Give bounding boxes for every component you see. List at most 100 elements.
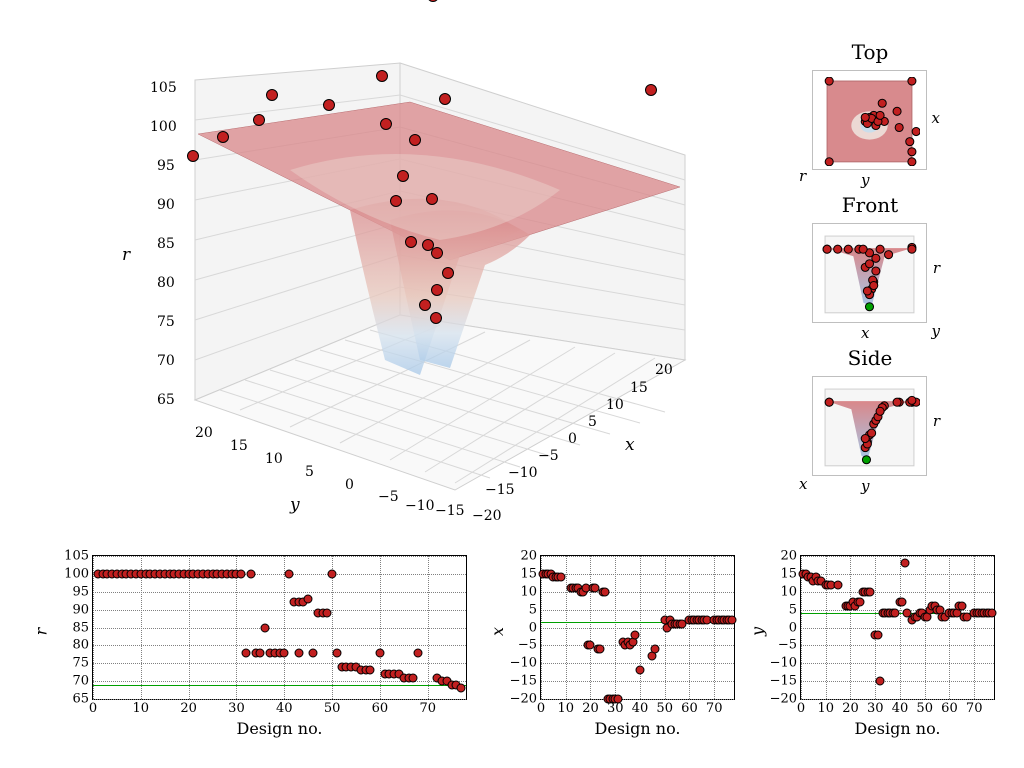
mini-marker — [908, 245, 916, 253]
mini-marker — [825, 77, 833, 85]
mini-front-title: Front — [800, 193, 940, 217]
surface-sample-marker — [380, 118, 392, 130]
mini-marker — [908, 148, 916, 156]
xtick: 50 — [916, 699, 933, 716]
mini-marker — [872, 267, 880, 275]
scatter-marker — [556, 573, 565, 582]
surface-sample-marker — [390, 195, 402, 207]
mini-marker — [876, 407, 884, 415]
xtick: 10 — [817, 699, 834, 716]
scatter-marker — [635, 666, 644, 675]
y-tick: 20 — [195, 425, 213, 441]
mini-side-y-label: y — [861, 477, 869, 495]
ytick: −10 — [770, 656, 801, 671]
x-panel-ylabel: x — [488, 627, 507, 636]
surface-sample-marker — [187, 150, 199, 162]
scatter-marker — [304, 594, 313, 603]
x-tick: 5 — [588, 414, 597, 430]
ytick: −5 — [778, 638, 801, 653]
y-tick: 15 — [230, 438, 248, 454]
scatter-marker — [873, 630, 882, 639]
xtick: 30 — [228, 699, 245, 716]
mini-marker — [893, 107, 901, 115]
x-tick: 15 — [630, 380, 648, 396]
scatter-marker — [650, 644, 659, 653]
surface-sample-marker — [439, 93, 451, 105]
surface-sample-marker — [422, 239, 434, 251]
mini-top-r-label: r — [799, 167, 806, 185]
ytick: 20 — [520, 549, 541, 564]
surface-sample-marker — [431, 284, 443, 296]
surface-sample-marker — [266, 89, 278, 101]
scatter-marker — [876, 677, 885, 686]
xtick: 70 — [706, 699, 723, 716]
scatter-marker — [727, 616, 736, 625]
scatter-marker — [246, 569, 255, 578]
panel-y-vs-design: y Design no. −20−15−10−50510152001020304… — [800, 555, 995, 700]
mini-marker — [861, 435, 869, 443]
ytick: 80 — [72, 638, 93, 653]
x-tick: 10 — [606, 397, 624, 413]
surface-sample-marker — [405, 236, 417, 248]
ytick: 15 — [520, 566, 541, 581]
mini-marker — [885, 251, 893, 259]
ytick: 5 — [529, 602, 541, 617]
mini-marker — [825, 158, 833, 166]
ytick: 75 — [72, 656, 93, 671]
r-panel-xlabel: Design no. — [237, 719, 323, 738]
x-tick: −10 — [508, 465, 538, 481]
mini-marker — [865, 303, 873, 311]
mini-marker — [878, 99, 886, 107]
scatter-marker — [323, 609, 332, 618]
x-tick: 0 — [568, 431, 577, 447]
surface-sample-marker — [323, 99, 335, 111]
z-tick: 100 — [150, 119, 177, 135]
mini-side-panel: y r x — [812, 376, 927, 476]
ytick: −5 — [518, 638, 541, 653]
reference-line — [93, 685, 466, 686]
x-tick: 20 — [655, 362, 673, 378]
z-tick: 75 — [157, 314, 175, 330]
xtick: 50 — [656, 699, 673, 716]
ytick: 20 — [780, 549, 801, 564]
scatter-marker — [294, 648, 303, 657]
xtick: 40 — [632, 699, 649, 716]
ytick: 5 — [789, 602, 801, 617]
mini-top-title: Top — [800, 40, 940, 64]
xtick: 0 — [537, 699, 545, 716]
mini-marker — [895, 123, 903, 131]
ytick: 70 — [72, 674, 93, 689]
scatter-marker — [900, 559, 909, 568]
scatter-marker — [328, 569, 337, 578]
scatter-marker — [957, 602, 966, 611]
xtick: 10 — [557, 699, 574, 716]
mini-marker — [876, 111, 884, 119]
mini-marker — [912, 127, 920, 135]
scatter-marker — [256, 648, 265, 657]
z-tick: 105 — [150, 80, 177, 96]
r-panel-ylabel: r — [31, 628, 50, 636]
xtick: 0 — [797, 699, 805, 716]
mini-side-svg — [819, 383, 920, 472]
scatter-marker — [285, 569, 294, 578]
mini-front-r-label: r — [933, 259, 940, 277]
scatter-marker — [987, 609, 996, 618]
mini-marker — [862, 456, 870, 464]
surface-sample-marker — [645, 84, 657, 96]
surface-sample-marker — [376, 70, 388, 82]
surface-sample-marker — [442, 267, 454, 279]
mini-marker — [861, 113, 869, 121]
mini-marker — [870, 282, 878, 290]
y-tick: −5 — [378, 489, 399, 505]
mini-marker — [844, 245, 852, 253]
z-tick: 95 — [157, 158, 175, 174]
scatter-marker — [891, 609, 900, 618]
y-tick: 0 — [345, 477, 354, 493]
ytick: −10 — [510, 656, 541, 671]
y-tick: −20 — [472, 508, 502, 524]
mini-marker — [876, 245, 884, 253]
mini-marker — [908, 158, 916, 166]
panel-r-vs-design: r Design no. 657075808590951001050102030… — [92, 555, 467, 700]
z-tick: 90 — [157, 197, 175, 213]
scatter-marker — [898, 598, 907, 607]
